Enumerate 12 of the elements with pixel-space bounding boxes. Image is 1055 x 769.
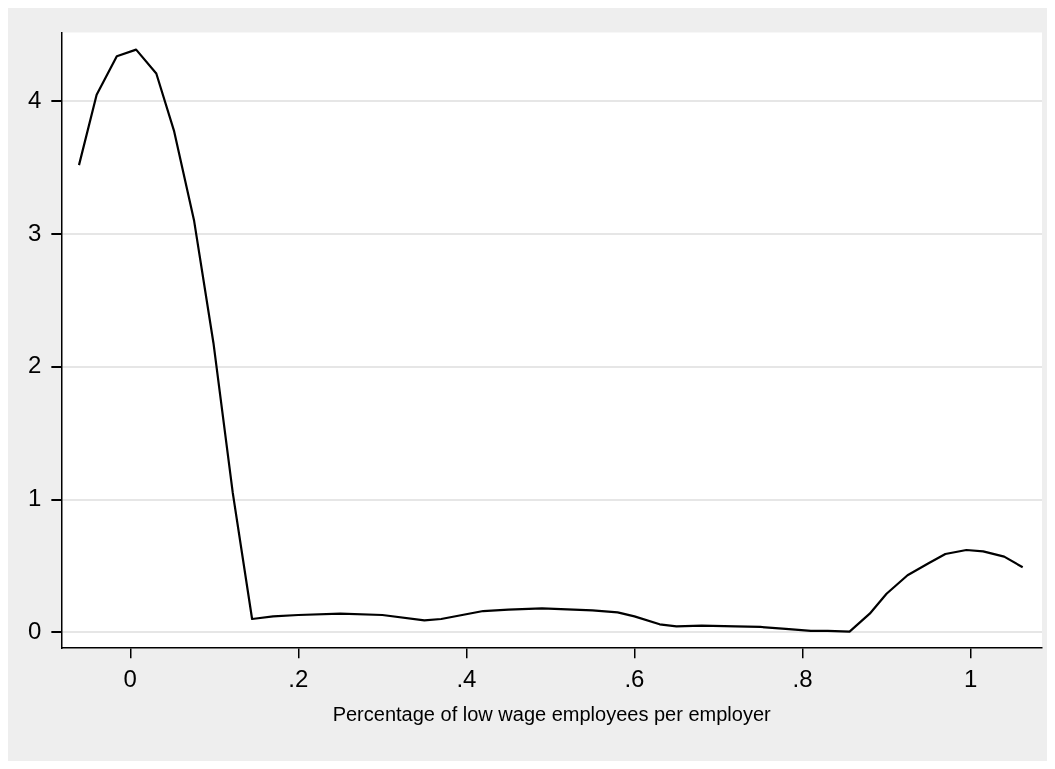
y-tick-label: 4 [27,86,42,114]
y-tick-label: 1 [27,484,42,512]
y-tick-label: 0 [27,616,42,644]
x-axis-title: Percentage of low wage employees per employer [332,702,772,725]
x-tick-label: .6 [624,665,645,693]
x-tick-label: 1 [963,665,978,693]
y-tick-label: 3 [27,218,42,246]
x-tick-label: .8 [792,665,813,693]
x-tick-label: 0 [123,665,137,693]
y-tick-label: 2 [27,351,42,379]
x-tick-label: .2 [288,665,309,693]
x-tick-label: .4 [456,665,477,693]
